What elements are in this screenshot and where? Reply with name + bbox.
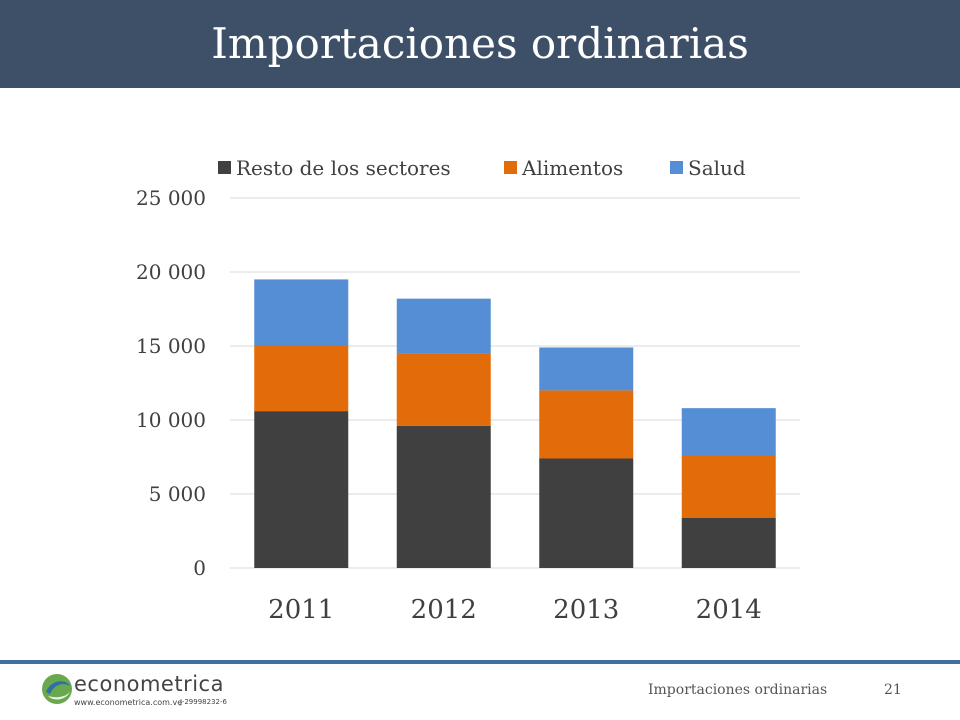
y-tick-label: 25 000	[136, 186, 206, 210]
x-tick-label: 2011	[268, 595, 334, 625]
bar-segment	[681, 455, 776, 518]
x-axis-ticks: 2011 2012 2013 2014	[268, 595, 762, 625]
legend-swatch	[218, 161, 231, 174]
econometrica-logo: econometrica www.econometrica.com.ve J-2…	[40, 670, 240, 714]
slide-title: Importaciones ordinarias	[211, 19, 749, 68]
x-tick-label: 2012	[411, 595, 477, 625]
bar-segment	[539, 458, 634, 568]
logo-rif: J-29998232-6	[180, 698, 227, 706]
legend-swatch	[504, 161, 517, 174]
y-tick-label: 20 000	[136, 260, 206, 284]
bar-segment	[539, 347, 634, 391]
legend: Resto de los sectores Alimentos Salud	[218, 156, 746, 180]
y-tick-label: 0	[193, 556, 206, 580]
y-tick-label: 10 000	[136, 408, 206, 432]
logo-url: www.econometrica.com.ve	[74, 698, 183, 707]
x-tick-label: 2013	[553, 595, 619, 625]
bar-segment	[254, 346, 349, 412]
legend-label: Alimentos	[521, 156, 623, 180]
y-tick-label: 5 000	[149, 482, 206, 506]
legend-label: Resto de los sectores	[236, 156, 451, 180]
title-bar	[0, 0, 960, 88]
logo-wordmark: econometrica	[74, 672, 224, 696]
bar-segment	[681, 408, 776, 456]
footer-line	[0, 660, 960, 664]
slide-number: 21	[884, 682, 902, 698]
bar-segment	[396, 425, 491, 568]
legend-swatch	[670, 161, 683, 174]
bar-segment	[681, 517, 776, 568]
bars	[254, 279, 776, 568]
bar-segment	[396, 353, 491, 426]
logo-mark-icon	[42, 674, 72, 704]
bar-segment	[254, 411, 349, 568]
x-tick-label: 2014	[696, 595, 762, 625]
bar-segment	[539, 390, 634, 459]
legend-label: Salud	[688, 156, 746, 180]
bar-segment	[396, 298, 491, 354]
footer-text: Importaciones ordinarias	[648, 682, 828, 698]
y-axis-ticks: 0 5 000 10 000 15 000 20 000 25 000	[136, 186, 206, 580]
y-tick-label: 15 000	[136, 334, 206, 358]
bar-segment	[254, 279, 349, 346]
